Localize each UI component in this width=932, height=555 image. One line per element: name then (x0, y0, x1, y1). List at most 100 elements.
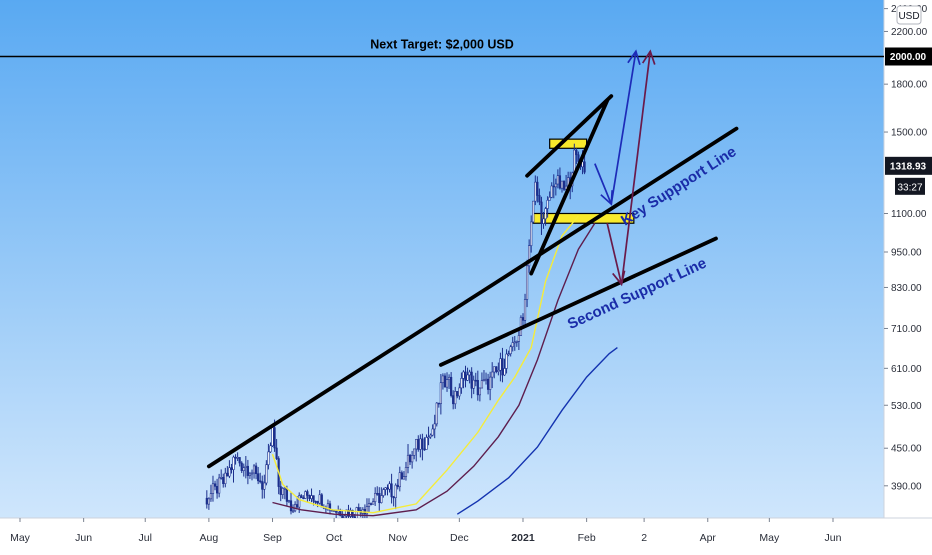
candle (501, 347, 504, 383)
candle (265, 460, 268, 486)
candle-body (304, 491, 307, 499)
candle-body (211, 483, 215, 494)
candle (302, 495, 305, 500)
candle (259, 472, 262, 484)
candle-body (509, 346, 512, 355)
candle-body (458, 387, 461, 397)
candle-body (447, 376, 451, 380)
candle-body (302, 497, 305, 499)
candle (445, 372, 449, 392)
candle (495, 366, 498, 374)
candle-body (279, 486, 282, 495)
candle (228, 460, 231, 479)
candle-body (218, 477, 221, 494)
candle (318, 490, 321, 505)
candle (365, 498, 369, 518)
price-tick-label: 950.00 (891, 247, 922, 258)
candle (355, 506, 358, 518)
candle-body (408, 454, 412, 463)
price-tick-label: 1100.00 (891, 209, 927, 220)
candle-body (357, 507, 360, 511)
wedge-upper-line (525, 94, 614, 178)
candle-body (425, 437, 428, 450)
candle-body (205, 497, 208, 505)
candle-body (528, 245, 531, 267)
candle-body (532, 200, 535, 223)
candle-body (406, 454, 410, 468)
candle-body (374, 493, 377, 503)
candle (419, 434, 422, 458)
candle (511, 336, 514, 352)
candle-body (415, 439, 418, 450)
candle-body (215, 486, 219, 494)
candle (376, 486, 379, 496)
time-tick-label: 2021 (511, 532, 535, 544)
candle-body (413, 448, 416, 456)
candle (242, 463, 245, 477)
candle (384, 487, 387, 496)
candle-body (316, 501, 319, 504)
candle-body (355, 507, 358, 518)
candle-body (435, 402, 438, 425)
candle-body (353, 516, 356, 518)
blue-down-arrow-shaft (594, 163, 613, 205)
candle (497, 362, 500, 376)
candle-body (343, 515, 346, 518)
candle (552, 174, 555, 199)
currency-badge[interactable] (896, 5, 922, 25)
candle (530, 215, 533, 253)
candle (482, 370, 486, 382)
candle (532, 200, 535, 224)
time-tick-label: Jun (75, 532, 92, 544)
candle-body (291, 510, 295, 513)
candle-body (230, 467, 233, 470)
candle-body (341, 515, 344, 518)
candle (542, 211, 545, 229)
wedge-lower-line (529, 98, 610, 276)
candle (447, 374, 451, 390)
candle-body (244, 465, 247, 468)
candle (211, 475, 215, 502)
candle (464, 365, 467, 388)
candle-body (236, 457, 239, 459)
candle-body (265, 464, 268, 484)
candle (470, 367, 473, 399)
moving-average-1 (271, 215, 579, 514)
candle-body (248, 473, 252, 476)
candle (509, 344, 512, 357)
candle-body (534, 181, 537, 202)
candle (427, 426, 430, 446)
candle-body (318, 494, 321, 504)
candle (536, 176, 539, 203)
candle (452, 390, 455, 410)
candle (554, 178, 557, 196)
candle (279, 480, 282, 502)
price-axis-background (884, 0, 932, 518)
candle (222, 473, 225, 488)
candle (230, 463, 233, 474)
candle (544, 206, 547, 226)
candle-body (503, 368, 506, 376)
candle (417, 435, 420, 452)
candle (556, 169, 559, 189)
blue-up-arrow-head (627, 49, 641, 65)
candle-body (497, 369, 500, 372)
candle-body (499, 358, 502, 371)
candle-body (259, 480, 262, 483)
plot-background (0, 0, 884, 518)
candle-body (240, 462, 243, 471)
candle-body (372, 501, 375, 505)
candle (450, 372, 453, 398)
candle (521, 313, 525, 328)
candle-body (474, 379, 477, 382)
purple-up-arrow-head (641, 49, 656, 65)
candle (246, 459, 249, 485)
target-price-label: 2000.00 (890, 52, 927, 63)
candle-body (511, 342, 514, 348)
candle-body (271, 427, 274, 447)
candle (486, 373, 490, 395)
candle-body (306, 491, 309, 496)
candle (431, 424, 434, 437)
candle-body (554, 183, 557, 188)
